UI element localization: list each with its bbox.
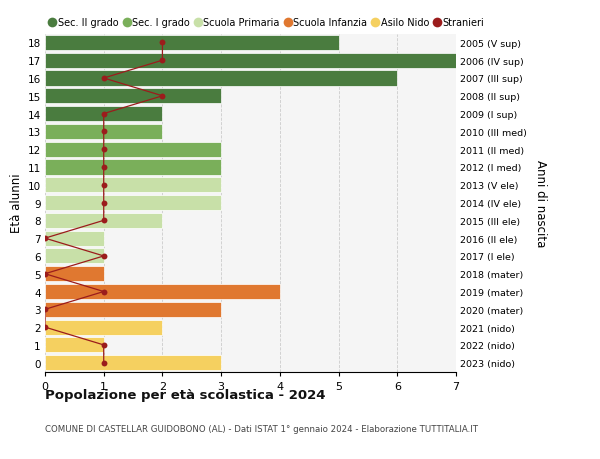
Point <box>99 288 109 296</box>
Bar <box>45 302 221 317</box>
Point <box>158 57 167 65</box>
Bar <box>45 160 221 175</box>
Point <box>40 235 50 242</box>
Point <box>99 217 109 224</box>
Point <box>99 164 109 171</box>
Y-axis label: Età alunni: Età alunni <box>10 174 23 233</box>
Point <box>40 324 50 331</box>
Bar <box>45 196 221 211</box>
Bar <box>45 54 456 68</box>
Bar <box>45 107 163 122</box>
Point <box>99 253 109 260</box>
Bar <box>45 267 104 282</box>
Text: Popolazione per età scolastica - 2024: Popolazione per età scolastica - 2024 <box>45 388 325 401</box>
Point <box>40 270 50 278</box>
Y-axis label: Anni di nascita: Anni di nascita <box>534 160 547 246</box>
Point <box>99 75 109 83</box>
Legend: Sec. II grado, Sec. I grado, Scuola Primaria, Scuola Infanzia, Asilo Nido, Stran: Sec. II grado, Sec. I grado, Scuola Prim… <box>50 18 485 28</box>
Point <box>99 199 109 207</box>
Bar <box>45 231 104 246</box>
Point <box>99 182 109 189</box>
Point <box>158 93 167 100</box>
Point <box>40 306 50 313</box>
Bar <box>45 89 221 104</box>
Bar <box>45 36 338 51</box>
Bar <box>45 71 397 86</box>
Bar <box>45 178 221 193</box>
Bar <box>45 249 104 264</box>
Point <box>158 39 167 47</box>
Text: COMUNE DI CASTELLAR GUIDOBONO (AL) - Dati ISTAT 1° gennaio 2024 - Elaborazione T: COMUNE DI CASTELLAR GUIDOBONO (AL) - Dat… <box>45 425 478 434</box>
Point <box>99 341 109 349</box>
Point <box>99 359 109 367</box>
Point <box>99 146 109 153</box>
Bar <box>45 124 163 140</box>
Bar <box>45 338 104 353</box>
Bar <box>45 355 221 370</box>
Bar <box>45 320 163 335</box>
Point <box>99 111 109 118</box>
Bar <box>45 142 221 157</box>
Point <box>99 129 109 136</box>
Bar <box>45 213 163 229</box>
Bar <box>45 284 280 299</box>
